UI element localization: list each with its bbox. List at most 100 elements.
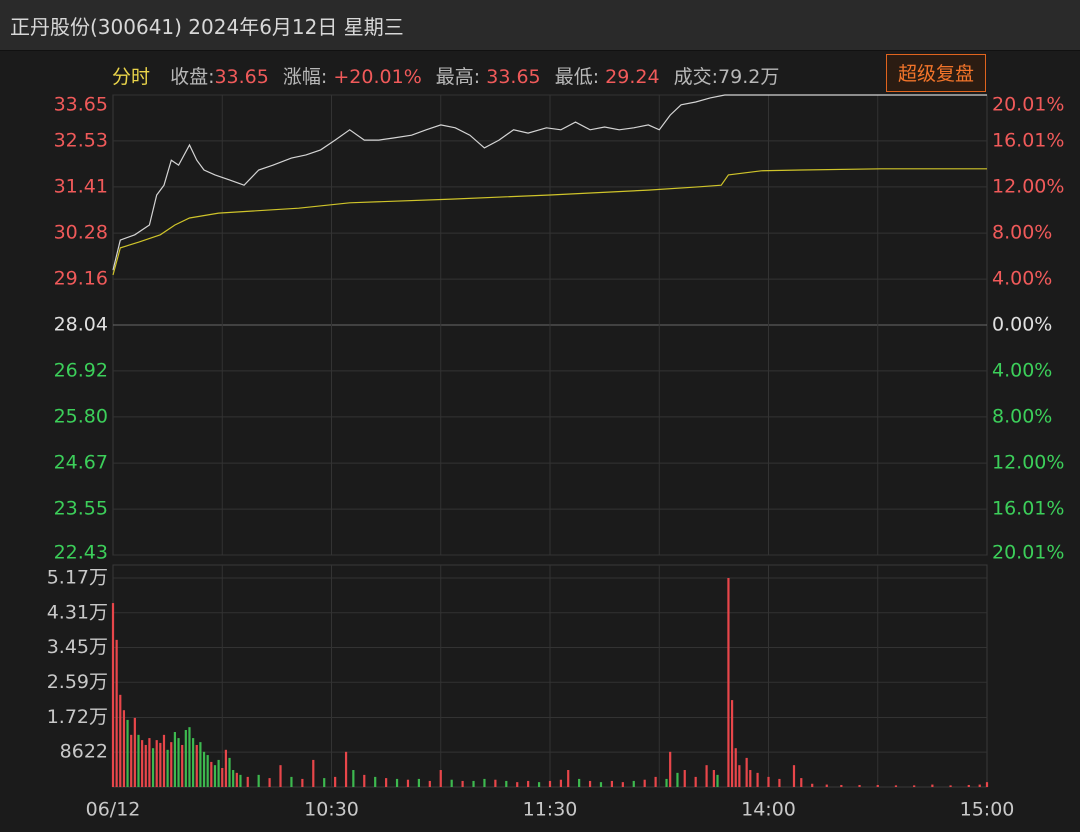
- high-value: 33.65: [486, 66, 541, 88]
- y2-tick-label: 20.01%: [992, 94, 1064, 116]
- volume-bar: [166, 749, 169, 787]
- change-value: +20.01%: [333, 66, 422, 88]
- volume-bar: [406, 779, 410, 787]
- volume-bar: [352, 770, 355, 787]
- review-button[interactable]: 超级复盘: [886, 54, 986, 92]
- y2-tick-label: 12.00%: [992, 176, 1064, 198]
- volume-bar: [712, 770, 715, 787]
- y2-tick-label: 4.00%: [992, 268, 1052, 290]
- high-label: 最高:: [435, 66, 481, 88]
- y-tick-label: 31.41: [54, 175, 108, 197]
- volume-bar: [228, 757, 231, 787]
- y-tick-label: 32.53: [54, 129, 108, 151]
- close-label: 收盘:: [170, 66, 215, 88]
- x-tick-label: 10:30: [304, 799, 359, 821]
- y-tick-label: 23.55: [54, 498, 108, 520]
- volume-bar: [239, 774, 242, 787]
- volume-bar: [151, 748, 155, 787]
- volume-bar: [621, 782, 624, 787]
- volume-bar: [144, 744, 147, 787]
- x-tick-label: 15:00: [960, 799, 1015, 821]
- volume-bar: [610, 780, 614, 787]
- volume-bar: [548, 780, 552, 787]
- volume-bar: [301, 778, 304, 787]
- volume-bar: [949, 785, 952, 787]
- y-tick-label: 8622: [60, 741, 108, 763]
- low-value: 29.24: [605, 66, 660, 88]
- volume-bar: [155, 740, 158, 787]
- volume-bar: [323, 778, 326, 787]
- volume-bar: [931, 784, 934, 787]
- volume-bar: [235, 772, 238, 787]
- y2-tick-label: 8.00%: [992, 222, 1052, 244]
- volume-bar: [599, 782, 603, 787]
- volume-bar: [417, 778, 420, 787]
- y-tick-label: 30.28: [54, 222, 108, 244]
- volume-bar: [192, 738, 195, 787]
- volume-bar: [195, 744, 198, 787]
- low-label: 最低:: [554, 66, 600, 88]
- volume-bar: [159, 742, 162, 787]
- volume-bar: [745, 757, 748, 787]
- volume-bar: [894, 785, 898, 787]
- volume-bar: [461, 780, 464, 787]
- volume-bar: [694, 776, 697, 787]
- volume-bar: [767, 776, 770, 787]
- volume-bar: [133, 717, 136, 787]
- volume-bar: [385, 778, 388, 787]
- volume-bar: [130, 734, 133, 787]
- volume-bar: [257, 774, 260, 787]
- x-tick-label: 11:30: [523, 799, 578, 821]
- volume-bar: [811, 783, 814, 787]
- volume-bar: [559, 779, 563, 787]
- change-label: 涨幅:: [282, 66, 328, 88]
- x-tick-label: 06/12: [86, 799, 141, 821]
- y2-tick-label: 4.00%: [992, 359, 1052, 381]
- x-tick-label: 14:00: [741, 799, 796, 821]
- price-line: [112, 168, 987, 276]
- volume-value: 79.2万: [718, 66, 780, 88]
- volume-bar: [115, 639, 118, 787]
- price-line: [112, 94, 987, 271]
- volume-bar: [716, 774, 719, 787]
- y-tick-label: 5.17万: [47, 567, 108, 589]
- volume-bar: [206, 755, 209, 787]
- volume-bar: [578, 778, 581, 787]
- volume-bar: [450, 779, 453, 787]
- volume-bar: [246, 776, 249, 787]
- volume-bar: [527, 780, 530, 787]
- volume-bar: [472, 780, 475, 787]
- volume-bar: [232, 770, 235, 787]
- y2-tick-label: 12.00%: [992, 451, 1064, 473]
- volume-bar: [792, 765, 796, 787]
- volume-bar: [224, 749, 227, 787]
- volume-bar: [978, 784, 981, 787]
- y2-tick-label: 16.01%: [992, 129, 1064, 151]
- volume-bar: [483, 778, 486, 787]
- volume-bar: [170, 742, 173, 787]
- close-value: 33.65: [214, 66, 269, 88]
- volume-bar: [734, 748, 737, 787]
- volume-bar: [705, 765, 708, 787]
- volume-bar: [876, 784, 879, 787]
- volume-bar: [537, 782, 541, 787]
- volume-bar: [279, 765, 282, 787]
- volume-bar: [173, 732, 177, 787]
- volume-bar: [756, 772, 759, 787]
- volume-bar: [683, 770, 686, 787]
- y2-tick-label: 16.01%: [992, 498, 1064, 520]
- volume-bar: [111, 603, 115, 787]
- volume-bar: [730, 700, 734, 787]
- volume-bar: [213, 765, 217, 787]
- volume-bar: [126, 719, 129, 787]
- volume-bar: [505, 780, 508, 787]
- y-tick-label: 4.31万: [47, 601, 108, 623]
- volume-bar: [312, 759, 315, 787]
- y-tick-label: 2.59万: [47, 671, 108, 693]
- volume-bar: [858, 784, 861, 787]
- volume-bar: [217, 759, 220, 787]
- volume-bar: [290, 776, 293, 787]
- y-tick-label: 25.80: [54, 405, 108, 427]
